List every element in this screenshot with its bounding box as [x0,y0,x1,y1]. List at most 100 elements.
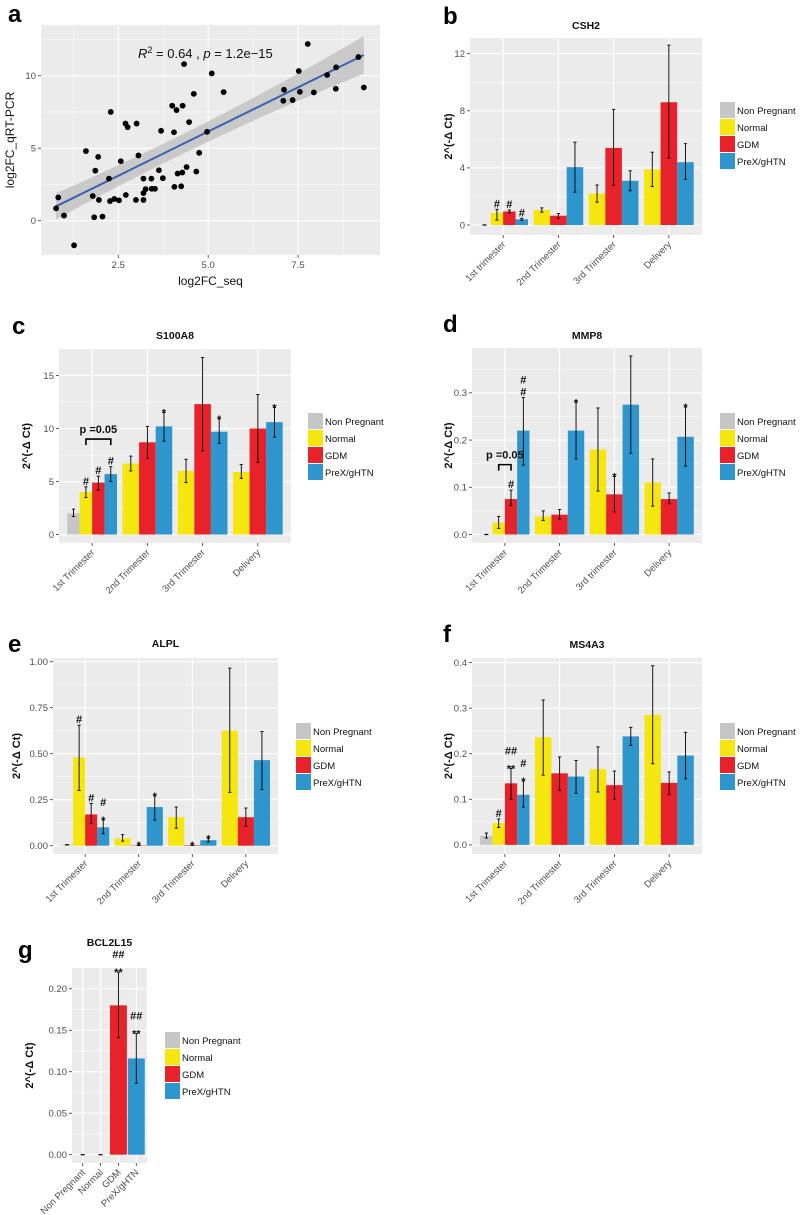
y-tick-label: 5 [49,477,54,488]
significance-marker: ## [130,1011,142,1023]
legend-label: GDM [313,761,335,772]
bar-gdm [660,102,678,226]
legend-label: Normal [313,744,344,755]
legend-label: Normal [182,1053,213,1064]
bar-normal [533,210,551,226]
bracket-label: p =0.05 [80,424,118,436]
bar-normal [233,471,250,535]
panel-g: g 0.00 0.05 0.10 0.15 0.20 2^(-Δ Ct) BCL2L15 Non… [18,937,241,1215]
significance-marker: * [190,840,195,852]
data-point [174,170,181,177]
significance-marker: ## [112,949,124,961]
legend-swatch [720,774,735,790]
data-point [89,193,96,199]
y-tick-label: 15 [43,371,54,382]
category-label: 3rd Trimester [571,239,618,286]
category-label: 3rd Trimester [150,858,197,905]
category-label: 2nd Trimester [515,239,564,288]
bar-prex-ghtn [677,436,694,535]
bar-prex-ghtn [515,219,528,226]
legend: Non Pregnant Normal GDM PreX/gHTN [308,413,384,480]
panel-letter: c [12,313,25,340]
panel-e: e 0.00 0.25 0.50 0.75 1.00 2^(-Δ Ct) ALPL 1st Tr… [8,631,372,907]
chart-title: CSH2 [572,20,600,32]
data-point [220,89,227,96]
y-tick-label: 0 [31,216,36,227]
data-point [133,120,140,127]
bracket-label: p =0.05 [486,450,524,462]
data-point [169,102,176,109]
data-point [135,152,142,159]
y-tick-label: 0.20 [49,984,68,995]
data-point [333,64,340,71]
legend-swatch [165,1066,180,1082]
y-axis-label: 2^(-Δ Ct) [443,733,455,779]
significance-marker: * [162,408,167,420]
legend: Non Pregnant Normal GDM PreX/gHTN [296,723,372,790]
y-tick-label: 10 [43,424,54,435]
legend-label: Non Pregnant [325,417,384,428]
panel-b: b 0 4 8 12 2^(-Δ Ct) CSH2 1st trimester 2nd Trim… [443,3,796,288]
data-point [111,196,118,202]
significance-marker: * [217,414,222,426]
y-tick-label: 0.75 [30,703,49,714]
data-point [173,107,180,113]
bar-prex-ghtn [566,167,584,226]
legend-label: Non Pregnant [737,106,796,117]
significance-marker: ** [132,1029,141,1041]
bar-gdm [605,147,622,226]
data-point [179,102,186,109]
bar-prex-ghtn [200,840,217,846]
data-point [83,148,89,154]
bar-prex-ghtn [155,426,173,535]
legend-label: PreX/gHTN [313,778,362,789]
data-point [178,183,185,190]
y-tick-label: 0 [460,220,465,231]
category-label: Delivery [231,547,263,579]
annotation-part: 2 [147,45,152,55]
legend-label: Non Pregnant [313,727,372,738]
data-point [142,186,149,193]
legend-label: GDM [325,451,347,462]
bar-gdm [504,499,518,535]
significance-marker: # [519,207,525,219]
bar-prex-ghtn [567,430,585,535]
y-tick-label: 0.2 [454,749,467,760]
bar-gdm [249,428,267,535]
bar-gdm [109,1005,127,1155]
bar-gdm [194,404,211,535]
y-tick-label: 0.00 [49,1150,68,1161]
bar-gdm [660,499,678,535]
panel-letter: a [8,1,22,28]
chart-title: ALPL [152,638,180,650]
significance-bracket [497,463,512,471]
y-tick-label: 5 [31,143,36,154]
data-point [204,128,210,135]
significance-marker: ** [507,763,516,775]
data-point [99,213,106,220]
legend-swatch [720,447,735,463]
y-tick-label: 0.05 [49,1109,68,1120]
significance-marker: # [88,792,94,804]
bar-normal [79,492,93,535]
category-label: 1st Trimester [463,547,510,594]
legend-label: Non Pregnant [737,417,796,428]
data-point [156,167,162,174]
bar-normal [589,769,607,845]
significance-marker: * [521,776,526,788]
chart-title: MS4A3 [569,639,604,651]
legend-label: GDM [737,140,759,151]
data-point [55,194,62,201]
bar-prex-ghtn [127,1058,145,1155]
legend-swatch [308,447,323,463]
data-point [360,84,367,91]
category-label: 3rd Trimester [572,858,619,905]
data-point [95,153,102,160]
bar-prex-ghtn [97,827,110,846]
data-point [280,97,287,104]
panel-letter: e [8,631,21,658]
bar-non-pregnant [67,513,80,535]
bar-gdm [503,211,516,226]
bar-normal [177,470,195,535]
bar-normal [534,737,552,845]
